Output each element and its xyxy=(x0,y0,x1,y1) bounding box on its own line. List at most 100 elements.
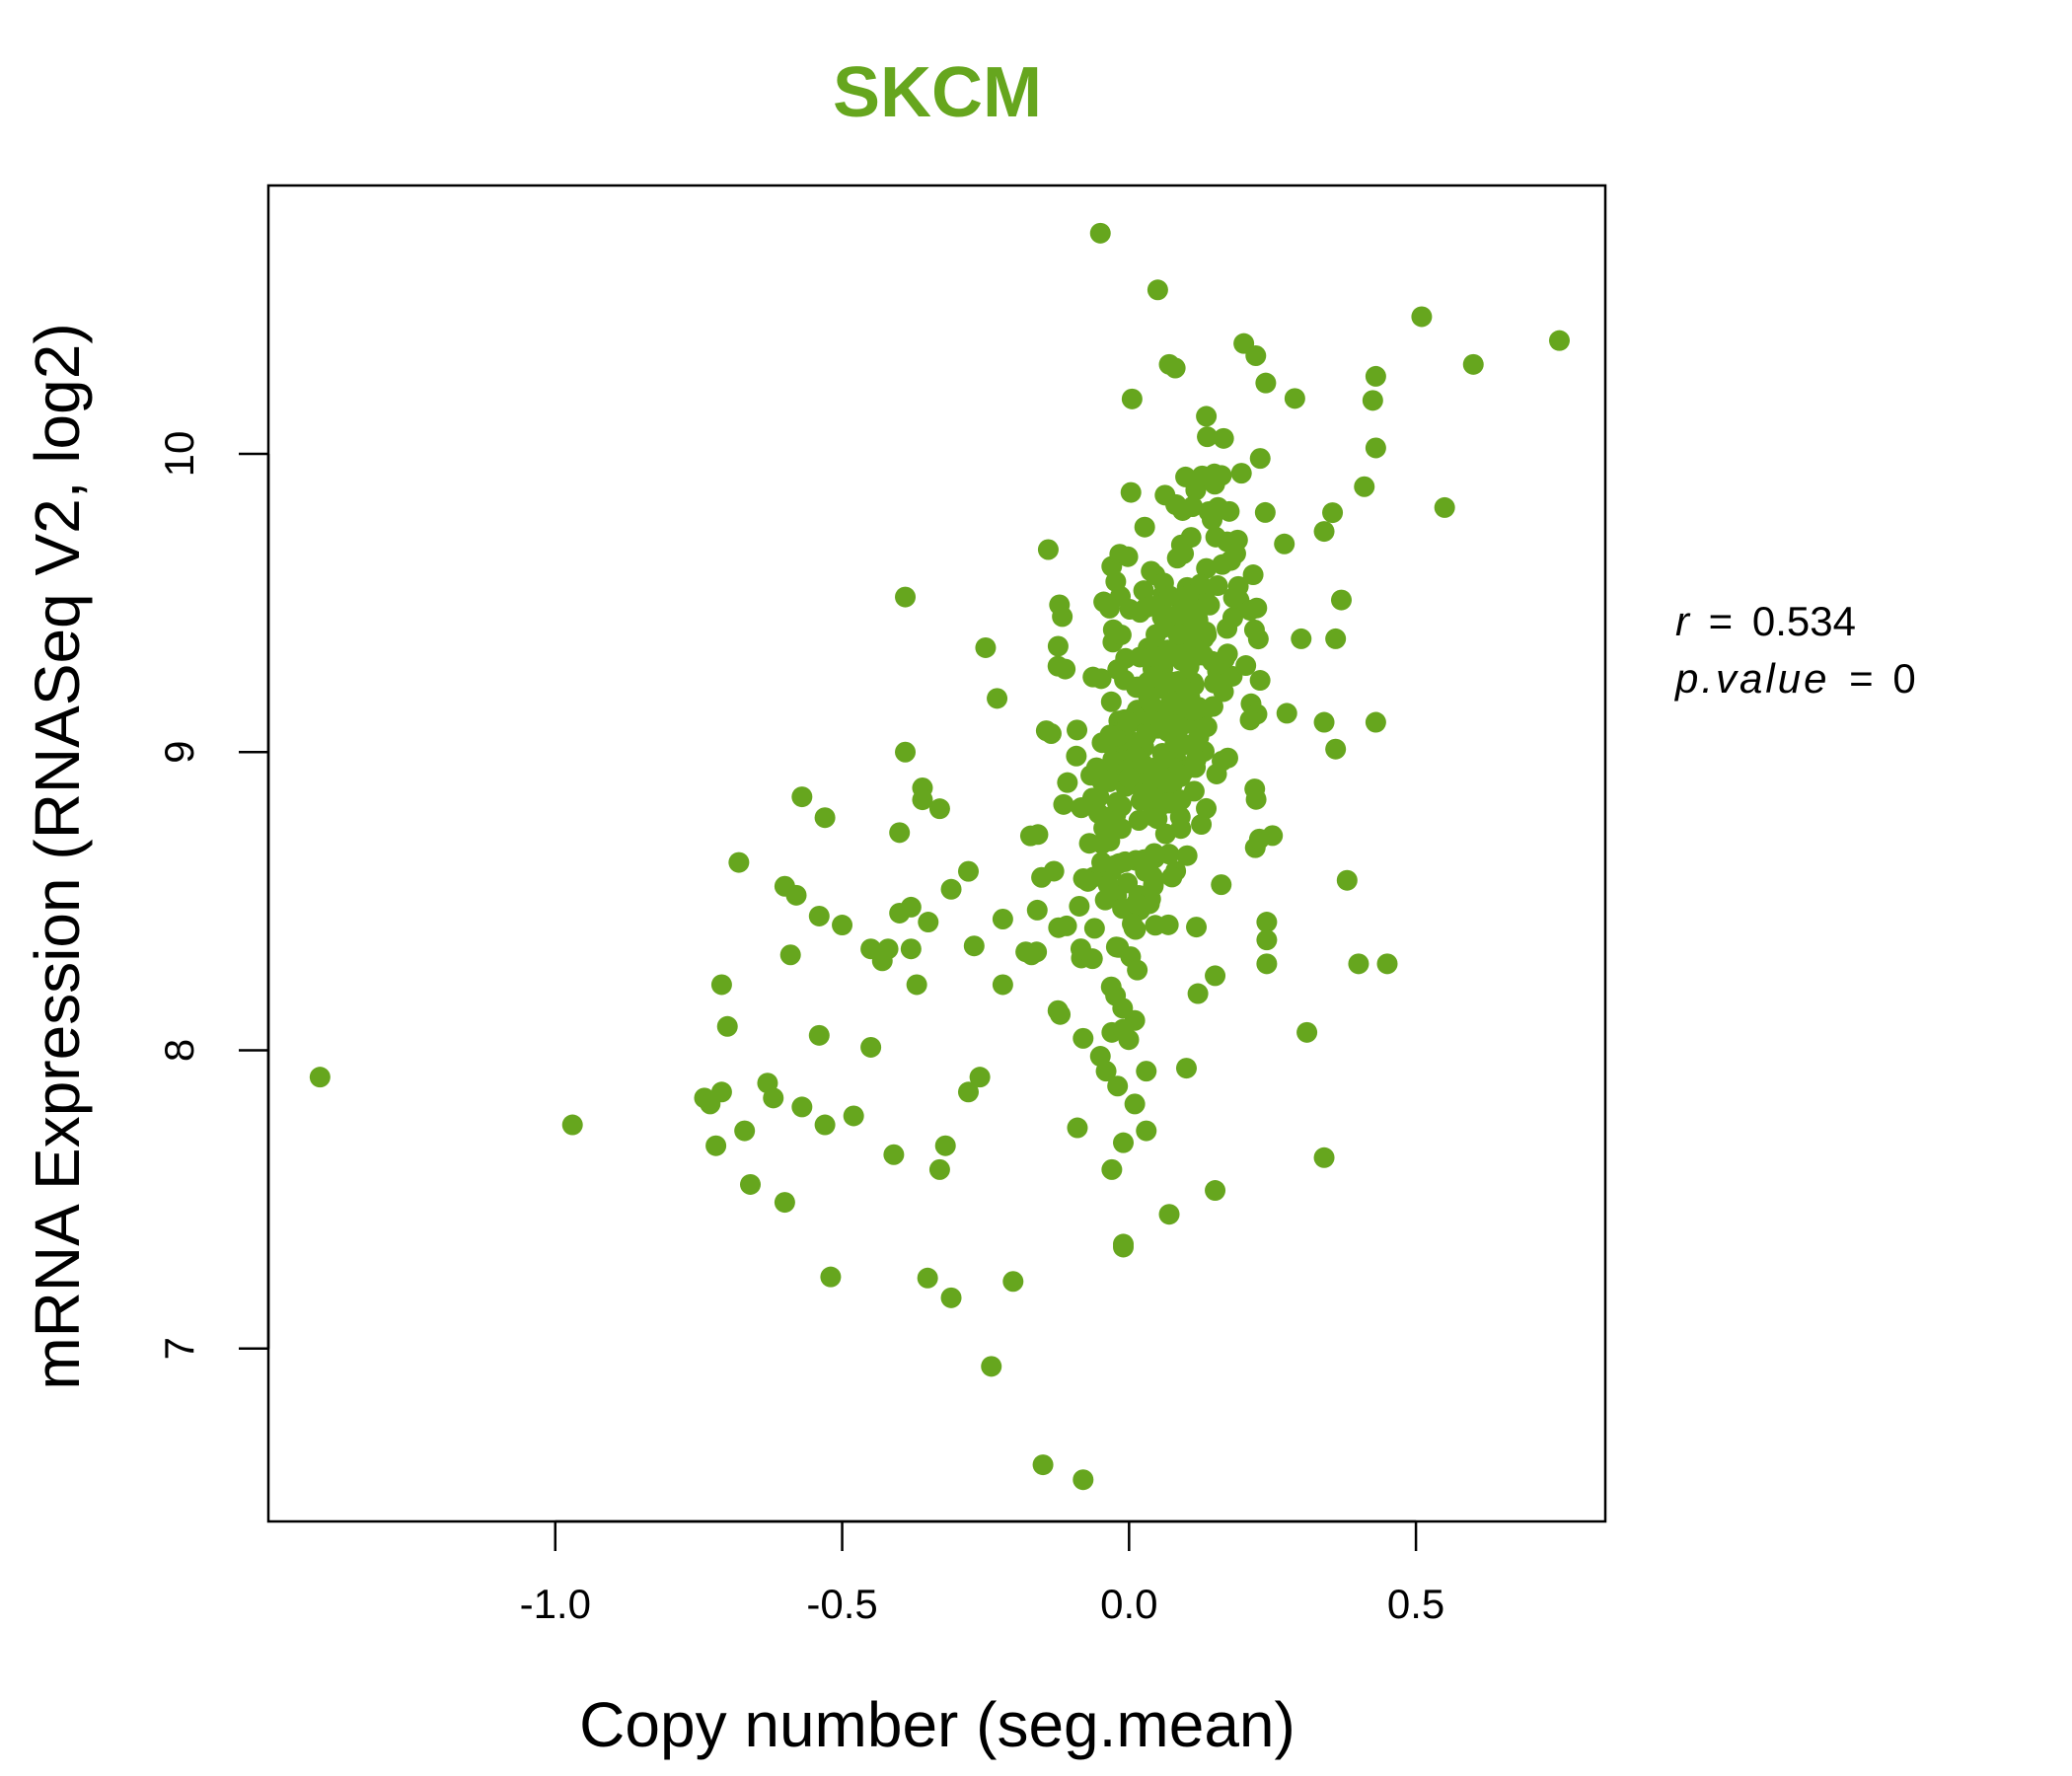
data-point xyxy=(1187,983,1209,1004)
data-point xyxy=(791,786,813,808)
data-point xyxy=(1151,768,1173,789)
data-point xyxy=(1145,915,1166,936)
data-point xyxy=(1245,344,1267,366)
data-point xyxy=(928,1158,950,1180)
data-point xyxy=(1411,306,1433,328)
data-point xyxy=(1227,575,1249,597)
data-point xyxy=(981,1356,1002,1377)
data-point xyxy=(1205,1180,1226,1202)
data-point xyxy=(1057,772,1078,793)
data-point xyxy=(889,822,911,844)
data-point xyxy=(1175,466,1197,487)
data-point xyxy=(1276,703,1297,724)
data-point xyxy=(734,1120,756,1142)
data-point xyxy=(1147,808,1168,830)
data-point xyxy=(917,1267,938,1289)
stats-annotation: r = 0.534 p.value = 0 xyxy=(1673,598,1916,702)
data-point xyxy=(1121,388,1143,409)
data-point xyxy=(1254,501,1276,523)
data-point xyxy=(1026,941,1048,963)
data-point xyxy=(1211,874,1232,896)
data-point xyxy=(1322,502,1344,524)
data-point xyxy=(1202,650,1223,672)
data-point xyxy=(1274,533,1295,555)
data-point xyxy=(309,1067,331,1088)
data-point xyxy=(992,908,1013,929)
data-point xyxy=(1180,527,1202,549)
data-point xyxy=(1195,621,1217,642)
data-point xyxy=(1205,526,1226,548)
p-value: 0 xyxy=(1892,655,1915,702)
x-axis-label: Copy number (seg.mean) xyxy=(579,1689,1295,1760)
data-point xyxy=(1144,843,1165,864)
data-point xyxy=(900,938,922,960)
data-point xyxy=(940,1287,962,1308)
data-point xyxy=(1156,647,1178,669)
data-point xyxy=(1170,818,1192,840)
data-point xyxy=(1284,388,1305,409)
data-point xyxy=(1178,584,1200,606)
data-point xyxy=(705,1135,727,1156)
data-point xyxy=(1112,998,1134,1019)
chart-title: SKCM xyxy=(833,53,1042,132)
data-point xyxy=(1136,1120,1157,1142)
data-point xyxy=(832,915,853,936)
data-point xyxy=(1313,1147,1335,1168)
data-point xyxy=(779,944,801,966)
data-point xyxy=(1224,543,1246,564)
data-point xyxy=(1221,607,1243,629)
data-point xyxy=(912,789,933,811)
data-point xyxy=(1053,793,1074,815)
data-point xyxy=(1161,866,1183,888)
data-point xyxy=(1256,912,1278,933)
data-point xyxy=(1313,521,1335,543)
data-point xyxy=(1196,557,1218,579)
data-point xyxy=(1134,516,1155,538)
data-point xyxy=(1107,1075,1129,1097)
data-point xyxy=(1122,913,1144,934)
data-point xyxy=(1114,851,1136,872)
data-point xyxy=(1163,714,1185,736)
data-point xyxy=(1120,481,1142,503)
data-point xyxy=(963,935,985,957)
data-point xyxy=(1073,868,1094,890)
data-point xyxy=(1117,546,1139,567)
data-point xyxy=(1067,719,1088,741)
data-point xyxy=(1242,564,1264,586)
data-point xyxy=(1362,390,1383,411)
data-point xyxy=(1055,658,1076,680)
data-point xyxy=(1182,496,1204,518)
data-point xyxy=(1147,279,1168,301)
data-point xyxy=(1255,372,1277,394)
data-point xyxy=(992,974,1013,996)
data-point xyxy=(975,636,997,658)
data-point xyxy=(1142,865,1163,887)
x-tick-label: -1.0 xyxy=(520,1581,591,1627)
data-point xyxy=(969,1067,991,1088)
data-point xyxy=(710,1081,732,1103)
data-point xyxy=(1127,959,1148,981)
p-statistic: p.value = 0 xyxy=(1673,655,1916,702)
data-point xyxy=(1026,899,1048,921)
data-point xyxy=(1094,889,1116,911)
data-point xyxy=(900,896,922,918)
data-point xyxy=(1132,752,1153,774)
data-point xyxy=(808,1024,830,1046)
data-point xyxy=(1113,1132,1135,1153)
data-point xyxy=(1239,709,1261,731)
data-point xyxy=(940,878,962,900)
data-point xyxy=(957,1081,979,1103)
data-point xyxy=(1002,1271,1024,1293)
r-label: r xyxy=(1675,598,1691,644)
data-point xyxy=(1085,758,1107,779)
data-point xyxy=(1291,628,1312,649)
data-point xyxy=(918,912,939,933)
data-point xyxy=(1087,802,1109,824)
data-point xyxy=(1175,1058,1197,1079)
data-point xyxy=(1365,365,1386,387)
data-point xyxy=(860,1036,882,1058)
data-point xyxy=(1325,628,1347,649)
r-value: 0.534 xyxy=(1752,598,1856,644)
y-tick-label: 9 xyxy=(156,741,202,764)
data-point xyxy=(1100,691,1122,712)
